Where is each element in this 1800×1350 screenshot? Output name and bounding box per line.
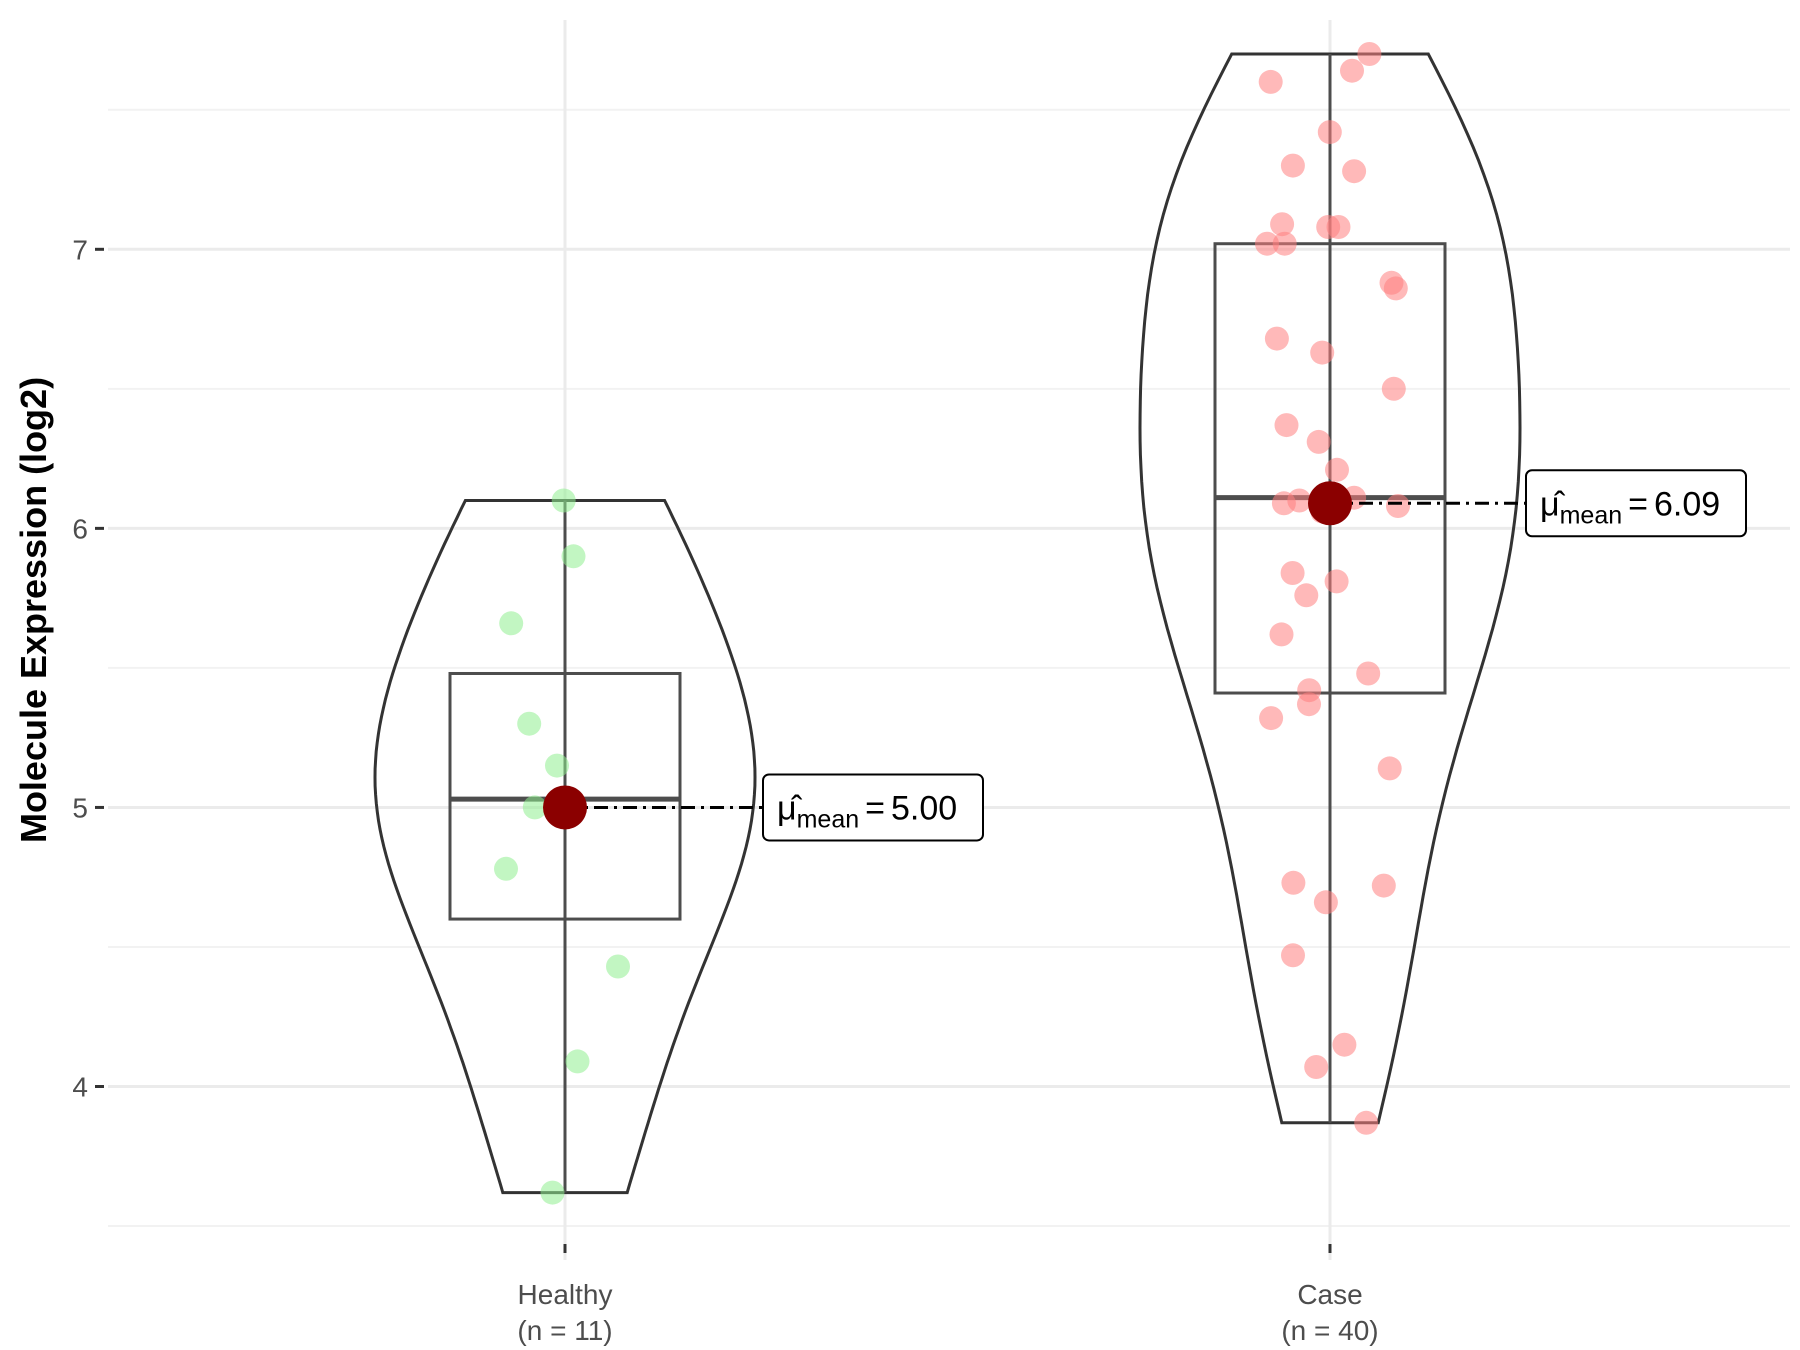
data-point: [1271, 491, 1296, 516]
mean-label: μ̂mean = 6.09: [1540, 485, 1720, 529]
data-point: [1306, 429, 1331, 454]
data-point: [1340, 58, 1364, 83]
data-point: [1381, 376, 1406, 401]
data-point: [1357, 42, 1382, 66]
mean-point: [1308, 481, 1352, 526]
data-point: [1258, 69, 1283, 94]
data-point: [1371, 873, 1396, 898]
data-point: [561, 544, 586, 569]
data-point: [1386, 494, 1410, 518]
data-point: [606, 954, 630, 979]
data-point: [1325, 457, 1349, 482]
data-point: [1274, 413, 1299, 438]
data-point: [1272, 231, 1297, 256]
data-point: [551, 488, 576, 513]
y-axis-label: Molecule Expression (log2): [13, 377, 54, 843]
box: [1213, 242, 1447, 695]
y-tick-label: 4: [72, 1072, 88, 1103]
data-point: [545, 753, 569, 778]
data-point: [565, 1049, 590, 1074]
data-point: [1324, 569, 1349, 594]
mean-subscript: mean: [797, 805, 860, 833]
data-point: [1316, 215, 1341, 239]
violin-outline: [1138, 52, 1522, 1125]
data-point: [499, 611, 524, 636]
data-point: [1297, 692, 1321, 717]
group-case: μ̂mean = 6.09: [1138, 42, 1747, 1135]
data-point: [1332, 1032, 1357, 1057]
mean-label-box: [1525, 469, 1747, 538]
data-point: [517, 711, 542, 736]
mean-label: μ̂mean = 5.00: [777, 789, 957, 833]
mean-value: 6.09: [1654, 485, 1720, 523]
mean-equals: =: [1628, 485, 1648, 523]
mean-subscript: mean: [1560, 501, 1623, 529]
mean-equals: =: [865, 789, 885, 827]
x-tick-label: Healthy: [518, 1279, 613, 1310]
y-tick-label: 6: [72, 513, 88, 544]
y-tick-label: 7: [72, 234, 88, 265]
data-point: [540, 1180, 565, 1205]
data-point: [1259, 706, 1284, 731]
data-point: [1377, 756, 1402, 781]
data-point: [1280, 561, 1305, 585]
x-tick-n-label: (n = 40): [1281, 1315, 1378, 1346]
data-point: [1304, 1055, 1329, 1079]
data-point: [1269, 622, 1294, 647]
data-point: [1310, 340, 1335, 365]
data-point: [1313, 890, 1338, 915]
data-point: [1354, 1110, 1379, 1135]
data-point: [1294, 583, 1319, 608]
data-point: [494, 856, 518, 881]
mean-label-box: [762, 773, 984, 842]
data-point: [1264, 326, 1289, 351]
x-tick-label: Case: [1297, 1279, 1362, 1310]
mean-point: [543, 785, 587, 830]
y-tick-label: 5: [72, 792, 88, 823]
data-point: [1356, 661, 1381, 686]
data-point: [1281, 870, 1306, 895]
group-healthy: μ̂mean = 5.00: [373, 488, 984, 1205]
data-point: [1281, 943, 1305, 968]
box: [448, 671, 682, 921]
data-point: [1383, 276, 1408, 301]
data-point: [1342, 159, 1367, 184]
mean-value: 5.00: [891, 789, 957, 827]
data-point: [1270, 212, 1295, 237]
data-point: [1280, 153, 1305, 178]
violin-outline: [373, 499, 757, 1195]
data-point: [1255, 231, 1279, 256]
data-point: [522, 795, 547, 820]
x-tick-n-label: (n = 11): [517, 1315, 612, 1346]
data-point: [1317, 120, 1342, 145]
